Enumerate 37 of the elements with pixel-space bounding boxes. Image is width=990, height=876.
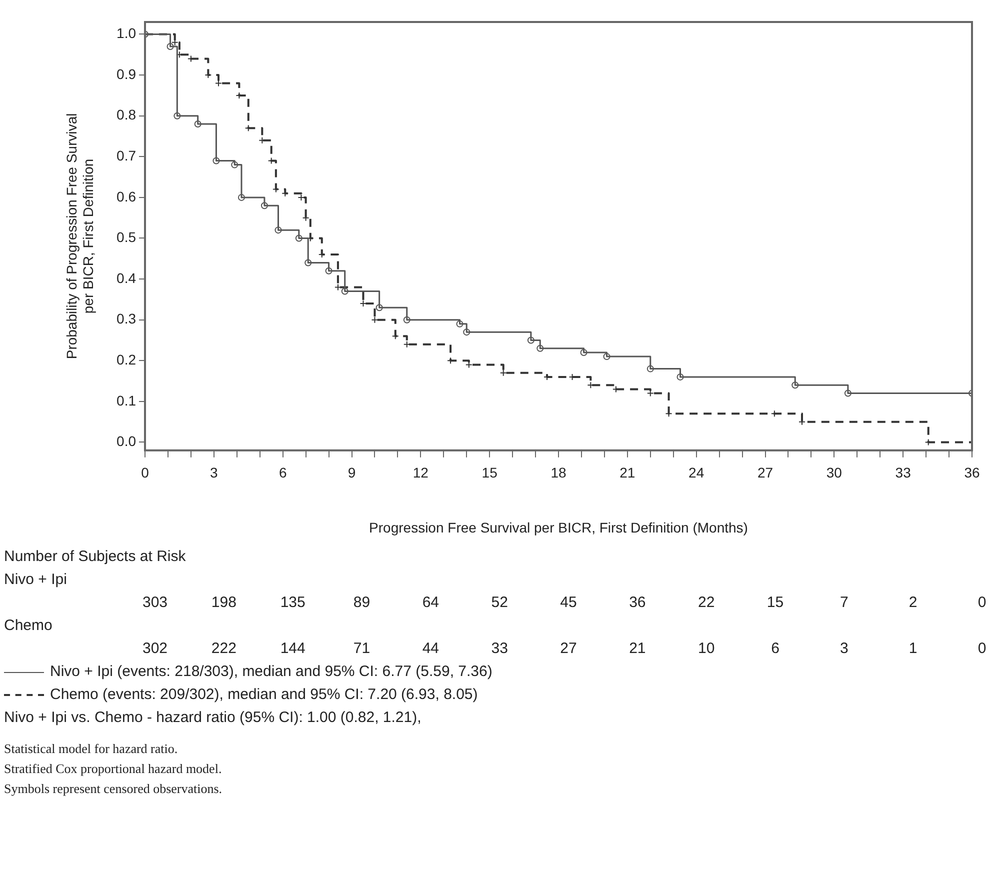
x-tick-label: 15 <box>482 464 498 481</box>
text: Chemo <box>3 616 54 636</box>
text: Statistical model for hazard ratio. <box>3 740 179 758</box>
text: Number of Subjects at Risk <box>3 547 187 567</box>
y-tick-label: 0.2 <box>116 352 136 368</box>
y-tick-label: 0.8 <box>116 106 136 123</box>
text: Stratified Cox proportional hazard model. <box>3 760 223 778</box>
y-tick-label: 0.0 <box>116 433 136 450</box>
y-tick-label: 1.0 <box>116 25 136 42</box>
x-tick-label: 30 <box>826 464 842 481</box>
x-tick-label: 36 <box>964 464 980 481</box>
x-tick-label: 6 <box>278 464 287 481</box>
y-tick-label: 0.9 <box>116 66 136 82</box>
y-axis-title: Probability of Progression Free Survival per BICR, First Definition <box>63 113 96 360</box>
x-axis-title: Progression Free Survival per BICR, First Definition (Months) <box>369 519 748 536</box>
text: Nivo + Ipi <box>3 570 68 590</box>
x-tick-label: 21 <box>620 464 636 481</box>
text: 303 198 135 89 64 52 45 36 22 15 7 2 0 <box>142 594 986 611</box>
y-tick-label: 0.4 <box>116 270 136 286</box>
x-tick-label: 24 <box>688 464 704 481</box>
text: 302 222 144 71 44 33 27 21 10 6 3 1 0 <box>142 640 986 657</box>
x-tick-label: 33 <box>895 464 912 481</box>
x-tick-label: 27 <box>757 464 774 481</box>
text: Symbols represent censored observations. <box>3 780 224 798</box>
x-tick-label: 0 <box>141 464 150 481</box>
legend-label: Nivo + Ipi (events: 218/303), median and 95% CI: 6.77 (5.59, 7.36) <box>49 662 494 682</box>
x-tick-label: 9 <box>348 464 356 481</box>
x-tick-label: 12 <box>412 464 429 481</box>
y-tick-label: 0.7 <box>116 148 136 164</box>
x-tick-label: 3 <box>210 464 218 481</box>
legend-label: Chemo (events: 209/302), median and 95% CI: 7.20 (6.93, 8.05) <box>49 685 479 705</box>
y-tick-label: 0.6 <box>116 188 136 204</box>
y-tick-label: 0.1 <box>116 392 136 408</box>
text: Nivo + Ipi vs. Chemo - hazard ratio (95% CI): 1.00 (0.82, 1.21), <box>3 708 422 728</box>
y-tick-label: 0.3 <box>116 310 136 327</box>
y-tick-label: 0.5 <box>116 229 136 246</box>
x-tick-label: 18 <box>550 464 566 481</box>
